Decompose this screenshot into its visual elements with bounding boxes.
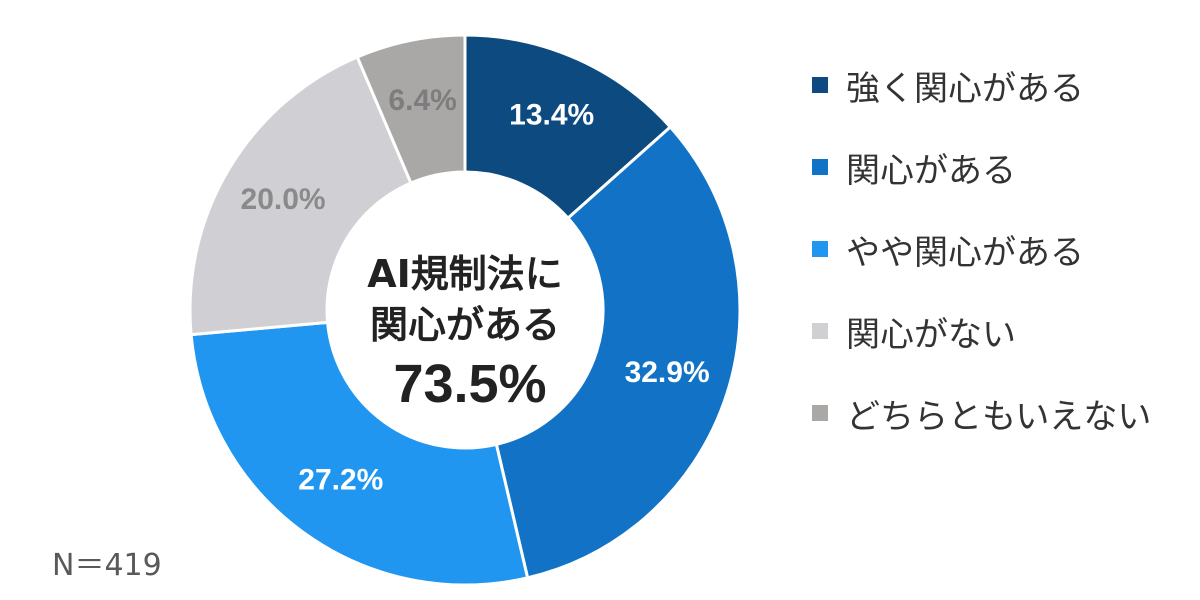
legend-item-interested: 関心がある	[812, 126, 1151, 208]
legend-item-not-interested: 関心がない	[812, 290, 1151, 372]
center-total-value: 73.5%	[393, 354, 546, 414]
legend-item-neither: どちらともいえない	[812, 372, 1151, 454]
slice-somewhat-interested	[189, 320, 530, 587]
slice-label-interested: 32.9%	[625, 356, 710, 389]
slice-neither	[355, 33, 467, 185]
center-title-line1: AI規制法に	[367, 252, 563, 296]
legend-swatch	[812, 323, 828, 339]
legend-swatch	[812, 159, 828, 175]
legend-swatch	[812, 405, 828, 421]
sample-size-note: N＝419	[52, 548, 162, 583]
slice-interested	[494, 124, 742, 580]
legend-label: 関心がある	[846, 150, 1016, 191]
legend-swatch	[812, 241, 828, 257]
slice-label-somewhat-interested: 27.2%	[298, 464, 383, 497]
legend-swatch	[812, 77, 828, 93]
legend: 強く関心がある 関心がある やや関心がある 関心がない どちらともいえない	[812, 44, 1151, 454]
legend-item-somewhat-interested: やや関心がある	[812, 208, 1151, 290]
legend-label: どちらともいえない	[846, 396, 1152, 437]
donut-slice-labels: 13.4% 32.9% 27.2% 20.0% 6.4%	[241, 84, 710, 497]
legend-label: 関心がない	[846, 314, 1016, 355]
slice-label-not-interested: 20.0%	[241, 183, 326, 216]
donut-center: AI規制法に 関心がある 73.5%	[367, 252, 563, 414]
legend-item-strongly-interested: 強く関心がある	[812, 44, 1151, 126]
slice-label-strongly-interested: 13.4%	[509, 98, 594, 131]
center-title-line2: 関心がある	[370, 303, 560, 347]
donut-slices	[188, 33, 742, 587]
legend-label: やや関心がある	[846, 232, 1084, 273]
slice-not-interested	[188, 55, 413, 337]
legend-label: 強く関心がある	[846, 68, 1084, 109]
slice-label-neither: 6.4%	[388, 84, 456, 117]
